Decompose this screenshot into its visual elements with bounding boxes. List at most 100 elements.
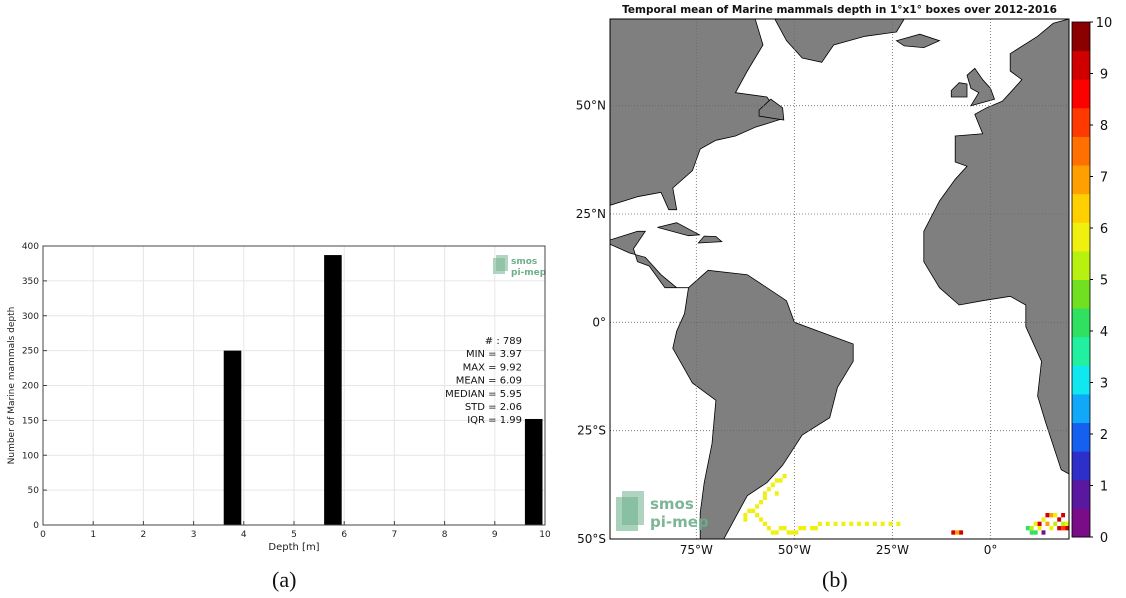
data-box: [1053, 513, 1058, 518]
x-tick-label: 1: [90, 530, 96, 540]
lat-tick-label: 25°N: [576, 207, 606, 221]
x-axis-label: Depth [m]: [268, 542, 319, 553]
colorbar-segment: [1072, 479, 1090, 509]
caption-b: (b): [822, 567, 848, 592]
x-tick-label: 8: [442, 530, 448, 540]
colorbar-segment: [1072, 336, 1090, 366]
data-box: [1029, 526, 1034, 531]
data-box: [774, 478, 779, 483]
data-box: [810, 526, 814, 531]
data-box: [1041, 517, 1046, 522]
data-box: [782, 526, 787, 531]
data-box: [1065, 521, 1069, 526]
colorbar-segment: [1072, 222, 1090, 252]
data-box: [841, 521, 846, 526]
data-box: [896, 521, 901, 526]
data-box: [759, 500, 763, 505]
data-box: [770, 482, 775, 487]
histogram-bar: [223, 350, 242, 525]
data-box: [794, 530, 799, 535]
colorbar-segment: [1072, 422, 1090, 452]
y-tick-label: 150: [22, 416, 39, 426]
data-box: [798, 526, 803, 531]
colorbar-tick-label: 5: [1100, 274, 1108, 289]
y-tick-label: 200: [22, 382, 39, 392]
map-chart: Temporal mean of Marine mammals depth in…: [576, 4, 1113, 557]
y-tick-label: 100: [22, 451, 39, 461]
data-box: [1025, 526, 1030, 531]
stats-line: MIN = 3.97: [466, 349, 522, 360]
colorbar-segment: [1072, 508, 1090, 538]
greenland-landmass: [774, 18, 905, 63]
data-box: [763, 521, 767, 526]
stats-line: MEAN = 6.09: [456, 376, 522, 387]
logo-text: pi-mep: [650, 513, 709, 531]
y-axis-label: Number of Marine mammals depth: [7, 307, 17, 465]
colorbar-segment: [1072, 308, 1090, 338]
lon-tick-label: 75°W: [680, 543, 713, 557]
data-box: [774, 530, 779, 535]
hispaniola-landmass: [697, 235, 723, 244]
data-box: [1033, 521, 1038, 526]
data-box: [743, 513, 748, 518]
colorbar-segment: [1072, 22, 1090, 52]
data-box: [814, 526, 818, 531]
data-box: [763, 491, 767, 496]
colorbar-tick-label: 10: [1096, 16, 1113, 31]
data-box: [1029, 530, 1034, 535]
data-box: [1053, 521, 1058, 526]
y-tick-label: 350: [22, 277, 39, 287]
data-box: [1061, 526, 1066, 531]
data-box: [1037, 521, 1042, 526]
colorbar-tick-label: 3: [1100, 377, 1108, 392]
data-box: [825, 521, 830, 526]
x-tick-label: 5: [291, 530, 297, 540]
central-america-landmass: [609, 205, 689, 289]
y-tick-label: 400: [22, 242, 39, 252]
colorbar-segment: [1072, 393, 1090, 424]
data-box: [857, 521, 862, 526]
colorbar-segment: [1072, 193, 1090, 223]
colorbar-tick-label: 9: [1100, 68, 1108, 83]
colorbar-tick-label: 8: [1100, 119, 1108, 134]
data-box: [763, 495, 767, 500]
data-box: [790, 530, 795, 535]
data-box: [751, 508, 756, 513]
data-box: [955, 530, 960, 535]
data-box: [766, 526, 771, 531]
data-box: [759, 517, 763, 522]
logo-text: smos: [650, 495, 694, 513]
caption-a: (a): [272, 567, 297, 592]
lon-tick-label: 50°W: [778, 543, 811, 557]
histogram-bar: [324, 255, 342, 525]
x-tick-label: 10: [539, 530, 551, 540]
data-box: [888, 521, 893, 526]
stats-line: MAX = 9.92: [463, 362, 522, 373]
data-box: [833, 521, 838, 526]
x-tick-label: 7: [392, 530, 398, 540]
stats-line: STD = 2.06: [465, 402, 522, 413]
colorbar-segment: [1072, 107, 1090, 137]
data-box: [1037, 526, 1042, 531]
stats-line: MEDIAN = 5.95: [445, 389, 522, 400]
x-tick-label: 4: [241, 530, 247, 540]
x-tick-label: 6: [341, 530, 347, 540]
data-box: [802, 526, 807, 531]
x-tick-label: 0: [40, 530, 46, 540]
logo-block: [622, 491, 644, 525]
data-box: [755, 513, 760, 518]
data-box: [743, 517, 748, 522]
x-tick-label: 9: [492, 530, 498, 540]
y-tick-label: 250: [22, 347, 39, 357]
colorbar-segment: [1072, 136, 1090, 166]
data-box: [1045, 513, 1050, 518]
data-box: [1057, 526, 1062, 531]
x-tick-label: 2: [141, 530, 147, 540]
colorbar-segment: [1072, 50, 1090, 80]
data-box: [1061, 513, 1066, 518]
colorbar-tick-label: 0: [1100, 531, 1108, 546]
colorbar-tick-label: 2: [1100, 428, 1108, 443]
cuba-landmass: [657, 222, 701, 237]
europe-africa-landmass: [923, 18, 1070, 475]
